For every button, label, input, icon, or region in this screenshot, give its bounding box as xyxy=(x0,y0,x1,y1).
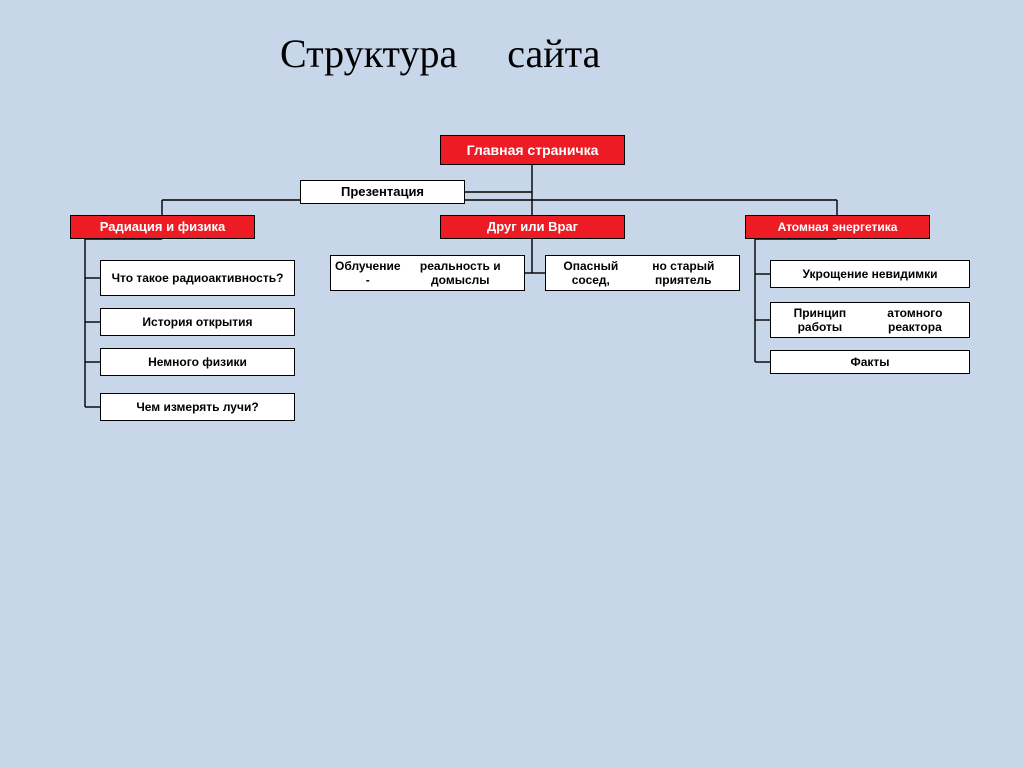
node-b1_3: Немного физики xyxy=(100,348,295,376)
node-branch1: Радиация и физика xyxy=(70,215,255,239)
node-b1_1: Что такое радиоактивность? xyxy=(100,260,295,296)
node-b3_1: Укрощение невидимки xyxy=(770,260,970,288)
node-b1_2: История открытия xyxy=(100,308,295,336)
node-branch3: Атомная энергетика xyxy=(745,215,930,239)
connector-lines xyxy=(0,0,1024,768)
node-root: Главная страничка xyxy=(440,135,625,165)
node-b3_2: Принцип работыатомного реактора xyxy=(770,302,970,338)
node-b3_3: Факты xyxy=(770,350,970,374)
node-b1_4: Чем измерять лучи? xyxy=(100,393,295,421)
node-presentation: Презентация xyxy=(300,180,465,204)
node-b2_2: Опасный сосед,но старый приятель xyxy=(545,255,740,291)
node-b2_1: Облучение -реальность и домыслы xyxy=(330,255,525,291)
node-branch2: Друг или Враг xyxy=(440,215,625,239)
page-title: Структура сайта xyxy=(280,30,600,77)
